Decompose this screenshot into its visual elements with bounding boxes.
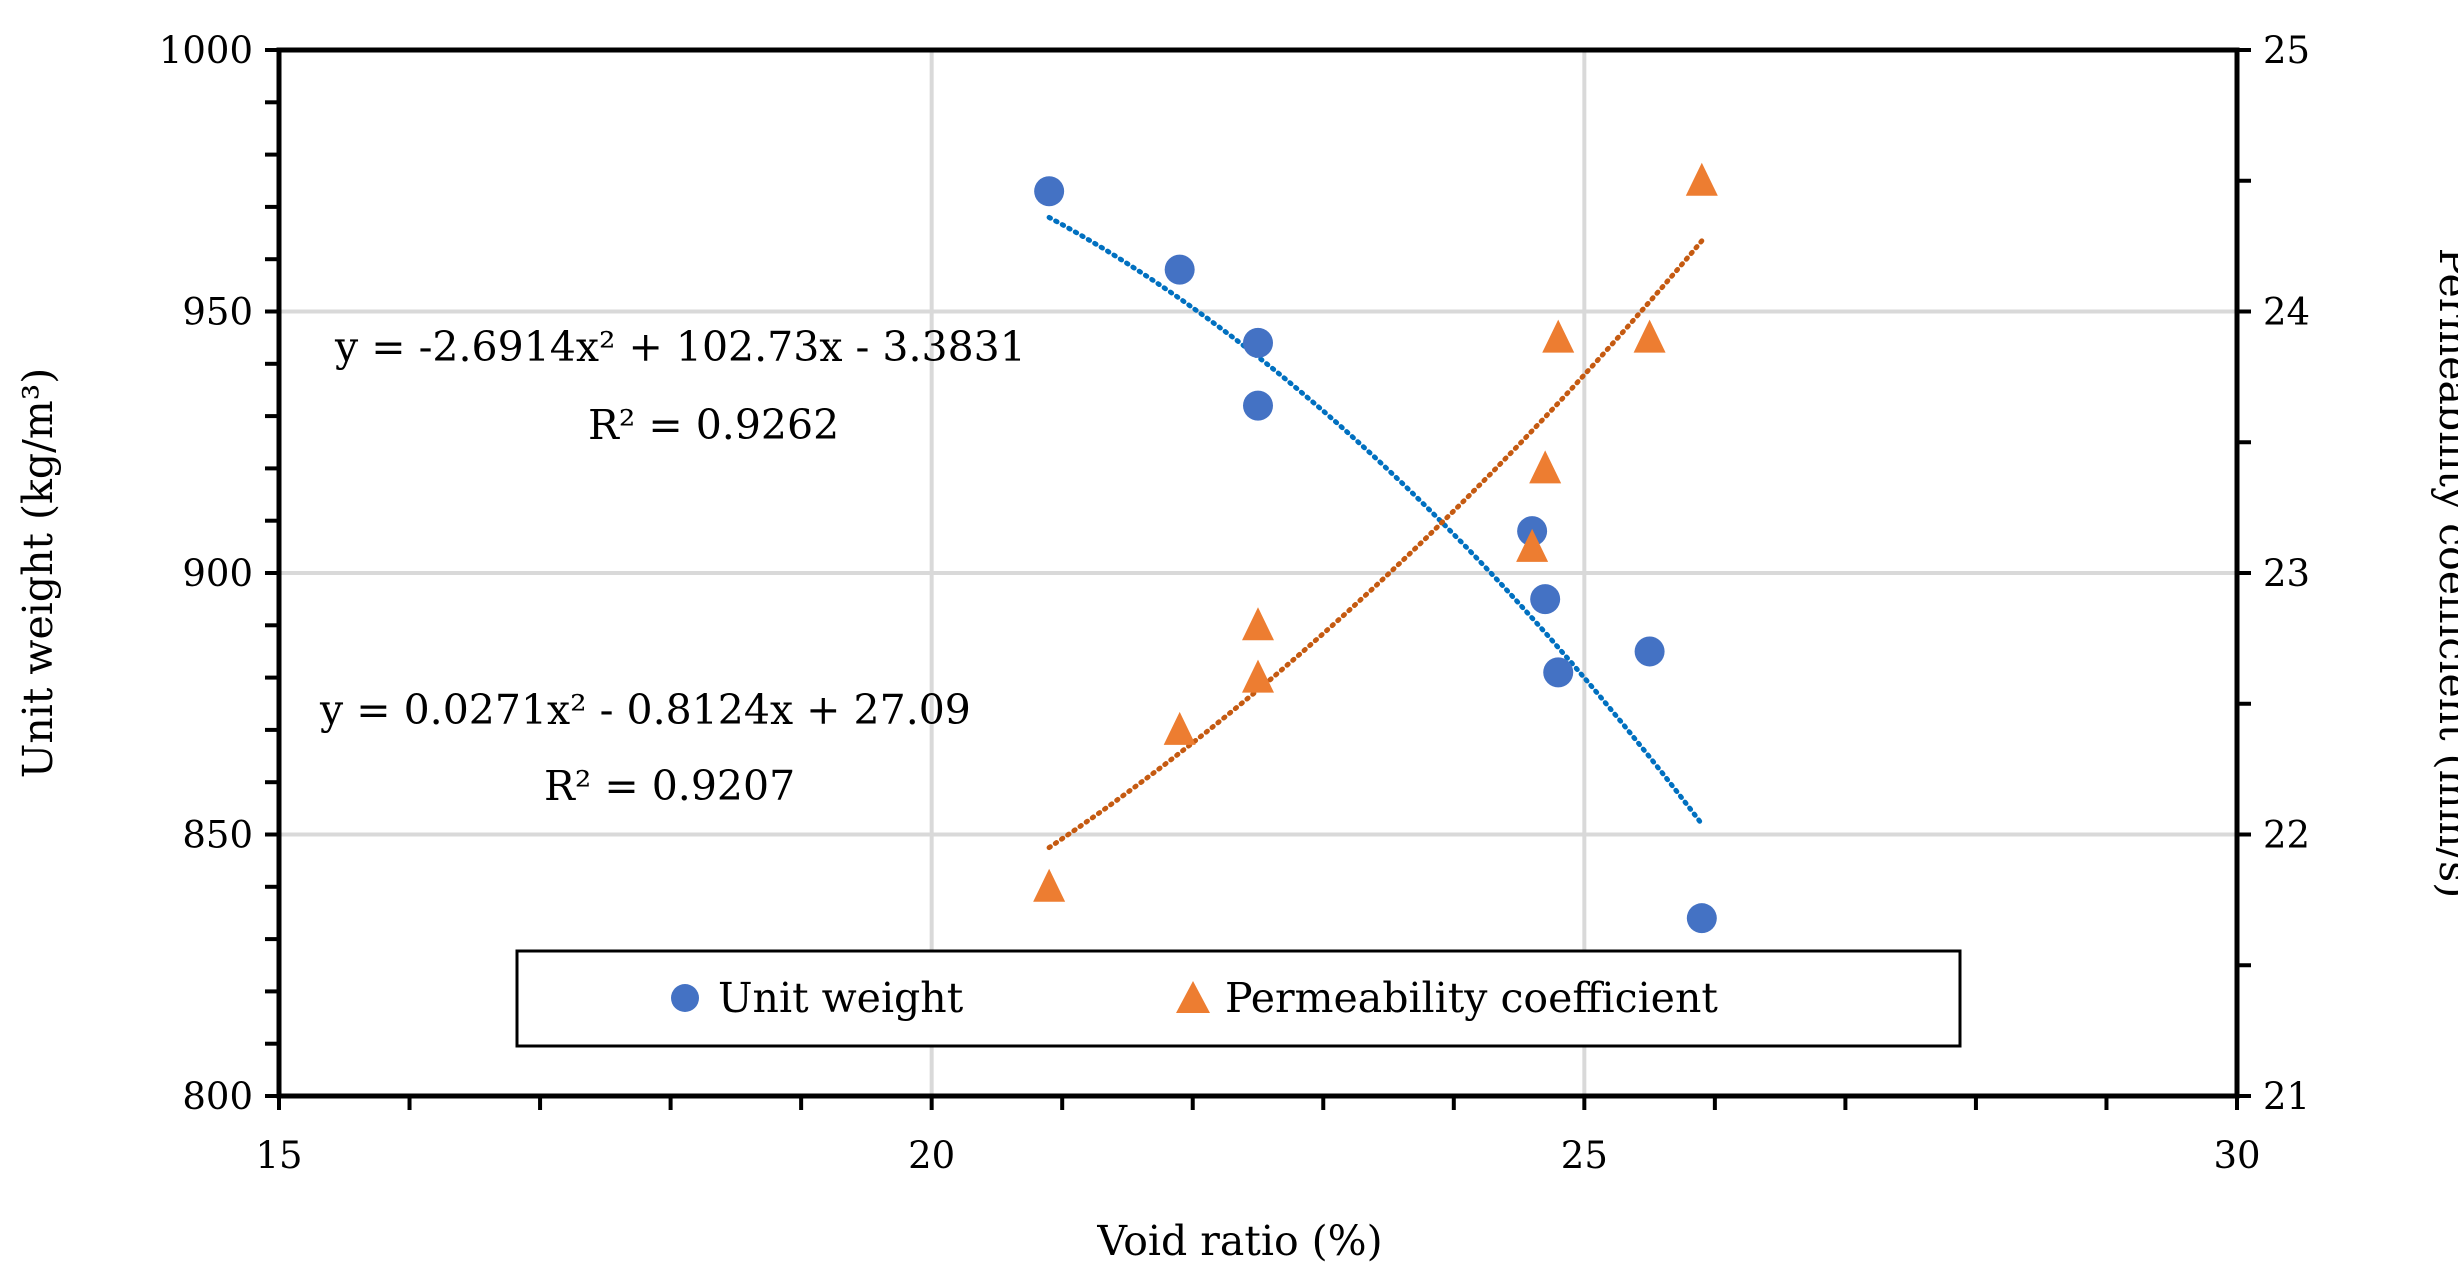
legend: Unit weight Permeability coefficient [515, 949, 1962, 1048]
permeability-point [1242, 659, 1274, 693]
x-tick-label: 30 [2213, 1134, 2260, 1177]
permeability-point [1685, 162, 1718, 196]
y-right-tick-label: 21 [2263, 1075, 2310, 1118]
gridlines [279, 50, 2237, 1096]
legend-box [515, 949, 1962, 1048]
y-left-tick-label: 800 [182, 1075, 253, 1118]
unit-weight-point [1543, 657, 1574, 688]
x-tick-label: 20 [908, 1134, 955, 1177]
legend-unit-weight-marker [671, 984, 699, 1012]
axis-ticks: 15 20 25 30 800 850 900 950 1000 21 22 23 24 25 [159, 29, 2310, 1177]
permeability-point [1163, 711, 1196, 745]
permeability-trendline [1046, 238, 1705, 851]
permeability-point [1633, 319, 1666, 353]
x-tick-label: 25 [1561, 1134, 1608, 1177]
x-tick-label: 15 [255, 1134, 302, 1177]
unit-weight-point [1686, 903, 1717, 934]
permeability-equation: y = 0.0271x² - 0.8124x + 27.09 [319, 686, 971, 734]
y-left-axis-title: Unit weight (kg/m³) [14, 368, 62, 778]
permeability-point [1033, 868, 1066, 902]
data-points [1033, 162, 1718, 934]
permeability-point [1529, 450, 1562, 484]
trendlines [1046, 214, 1705, 851]
permeability-point [1516, 528, 1549, 562]
unit-weight-point [1164, 254, 1195, 285]
unit-weight-trendline [1046, 214, 1705, 827]
unit-weight-point [1634, 636, 1665, 667]
y-right-tick-label: 24 [2263, 291, 2310, 334]
permeability-r2: R² = 0.9207 [544, 762, 795, 810]
unit-weight-point [1243, 327, 1273, 358]
y-left-tick-label: 1000 [159, 29, 253, 72]
y-right-tick-label: 23 [2263, 552, 2310, 595]
unit-weight-point [1034, 176, 1065, 207]
y-left-tick-label: 900 [182, 552, 253, 595]
y-right-tick-label: 22 [2263, 814, 2310, 857]
x-axis-title: Void ratio (%) [1096, 1217, 1382, 1265]
legend-permeability-label: Permeability coefficient [1225, 974, 1718, 1022]
y-left-tick-label: 850 [182, 814, 253, 857]
legend-permeability-marker [1176, 981, 1210, 1013]
legend-unit-weight-label: Unit weight [718, 974, 964, 1022]
y-right-tick-label: 25 [2263, 29, 2310, 72]
unit-weight-equation: y = -2.6914x² + 102.73x - 3.3831 [334, 323, 1026, 371]
y-right-axis-title: Permeability coefficient (mm/s) [2430, 248, 2458, 898]
unit-weight-point [1243, 390, 1273, 421]
unit-weight-point [1530, 584, 1561, 615]
permeability-point [1242, 607, 1274, 641]
unit-weight-r2: R² = 0.9262 [588, 401, 839, 449]
permeability-point [1542, 319, 1575, 353]
y-left-tick-label: 950 [182, 291, 253, 334]
